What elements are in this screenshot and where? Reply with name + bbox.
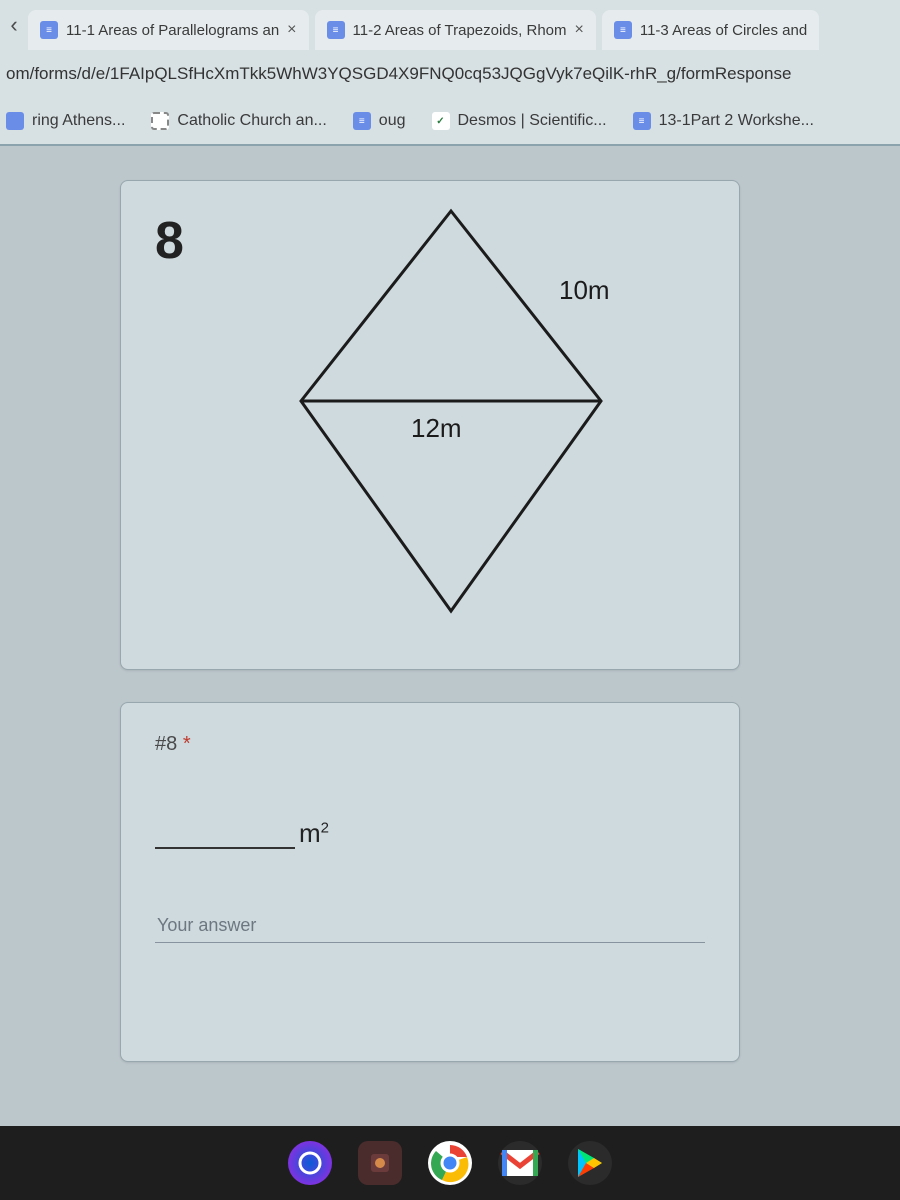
bookmark-favicon-icon: ≡: [633, 112, 651, 130]
bookmark-label: ring Athens...: [32, 112, 125, 130]
app-icon[interactable]: [358, 1141, 402, 1185]
bookmark-item[interactable]: ≡ 13-1Part 2 Workshe...: [633, 112, 814, 130]
browser-tab-strip: ‹ ≡ 11-1 Areas of Parallelograms an × ≡ …: [0, 0, 900, 50]
gmail-icon[interactable]: [498, 1141, 542, 1185]
answer-blank: [155, 823, 295, 849]
desmos-favicon-icon: ✓: [432, 112, 450, 130]
question-card: #8 * m2: [120, 702, 740, 1062]
bookmarks-bar: ring Athens... Catholic Church an... ≡ o…: [0, 98, 900, 146]
back-chevron-icon[interactable]: ‹: [0, 0, 28, 50]
tab-title: 11-2 Areas of Trapezoids, Rhom: [353, 22, 567, 39]
tab-title: 11-1 Areas of Parallelograms an: [66, 22, 279, 39]
required-marker: *: [183, 733, 191, 755]
bookmark-label: Catholic Church an...: [177, 112, 326, 130]
tab-close-icon[interactable]: ×: [287, 21, 296, 39]
answer-row: [155, 909, 705, 943]
bookmark-favicon-icon: ≡: [353, 112, 371, 130]
bookmark-item[interactable]: ✓ Desmos | Scientific...: [432, 112, 607, 130]
bookmark-label: 13-1Part 2 Workshe...: [659, 112, 814, 130]
forms-favicon-icon: ≡: [327, 21, 345, 39]
taskbar: [0, 1126, 900, 1200]
bookmark-label: Desmos | Scientific...: [458, 112, 607, 130]
forms-favicon-icon: ≡: [614, 21, 632, 39]
url-bar[interactable]: om/forms/d/e/1FAIpQLSfHcXmTkk5WhW3YQSGD4…: [0, 50, 900, 98]
tab-title: 11-3 Areas of Circles and: [640, 22, 807, 39]
side-label: 10m: [559, 275, 610, 305]
tab-close-icon[interactable]: ×: [575, 21, 584, 39]
browser-tab[interactable]: ≡ 11-2 Areas of Trapezoids, Rhom ×: [315, 10, 596, 50]
question-diagram-card: 8 10m 12m: [120, 180, 740, 670]
bookmark-favicon-icon: [6, 112, 24, 130]
cortana-icon[interactable]: [288, 1141, 332, 1185]
rhombus-shape: [301, 211, 601, 611]
browser-tab[interactable]: ≡ 11-1 Areas of Parallelograms an ×: [28, 10, 309, 50]
bookmark-item[interactable]: ≡ oug: [353, 112, 406, 130]
bookmark-favicon-icon: [151, 112, 169, 130]
unit-label: m2: [299, 818, 329, 849]
bookmark-label: oug: [379, 112, 406, 130]
browser-tab[interactable]: ≡ 11-3 Areas of Circles and: [602, 10, 819, 50]
url-text: om/forms/d/e/1FAIpQLSfHcXmTkk5WhW3YQSGD4…: [6, 64, 791, 84]
rhombus-diagram: 10m 12m: [241, 191, 661, 631]
diagonal-label: 12m: [411, 413, 462, 443]
forms-favicon-icon: ≡: [40, 21, 58, 39]
answer-unit-line: m2: [155, 818, 705, 849]
question-label: #8 *: [155, 733, 705, 756]
chrome-icon[interactable]: [428, 1141, 472, 1185]
play-store-icon[interactable]: [568, 1141, 612, 1185]
form-page: 8 10m 12m #8 * m2: [0, 146, 900, 1126]
bookmark-item[interactable]: Catholic Church an...: [151, 112, 326, 130]
answer-input[interactable]: [155, 909, 705, 943]
question-label-text: #8: [155, 733, 177, 755]
bookmark-item[interactable]: ring Athens...: [6, 112, 125, 130]
